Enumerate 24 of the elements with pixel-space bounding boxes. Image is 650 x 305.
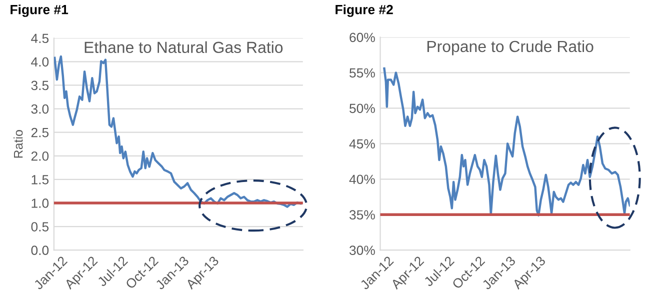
y-tick-label: 50% xyxy=(350,104,375,114)
y-tick-label: 4.0 xyxy=(31,57,49,67)
y-tick-label: 1.0 xyxy=(32,198,49,208)
y-tick-label: 3.5 xyxy=(31,80,49,90)
y-axis-title: Ratio xyxy=(14,130,23,158)
y-tick-label: 30% xyxy=(349,246,375,256)
y-tick-label: 0.0 xyxy=(31,246,49,256)
y-tick-label: 1.5 xyxy=(32,175,49,184)
y-tick-label: 4.5 xyxy=(31,34,49,44)
y-tick-label: 55% xyxy=(350,68,375,78)
y-tick-label: 60% xyxy=(350,32,375,42)
y-tick-label: 2.0 xyxy=(31,151,49,161)
y-tick-label: 3.0 xyxy=(31,104,49,114)
chart-title: Figure #1 xyxy=(10,4,68,17)
y-tick-label: 45% xyxy=(349,139,375,149)
chart-title: Figure #2 xyxy=(336,4,393,17)
line-series xyxy=(383,67,630,216)
chart-subtitle: Propane to Crude Ratio xyxy=(427,40,594,56)
chart-subtitle: Ethane to Natural Gas Ratio xyxy=(84,41,283,54)
y-tick-label: 40% xyxy=(349,174,375,184)
y-tick-label: 35% xyxy=(349,210,375,220)
line-series xyxy=(54,55,302,208)
y-tick-label: 0.5 xyxy=(31,222,49,232)
y-tick-label: 2.5 xyxy=(31,128,49,138)
